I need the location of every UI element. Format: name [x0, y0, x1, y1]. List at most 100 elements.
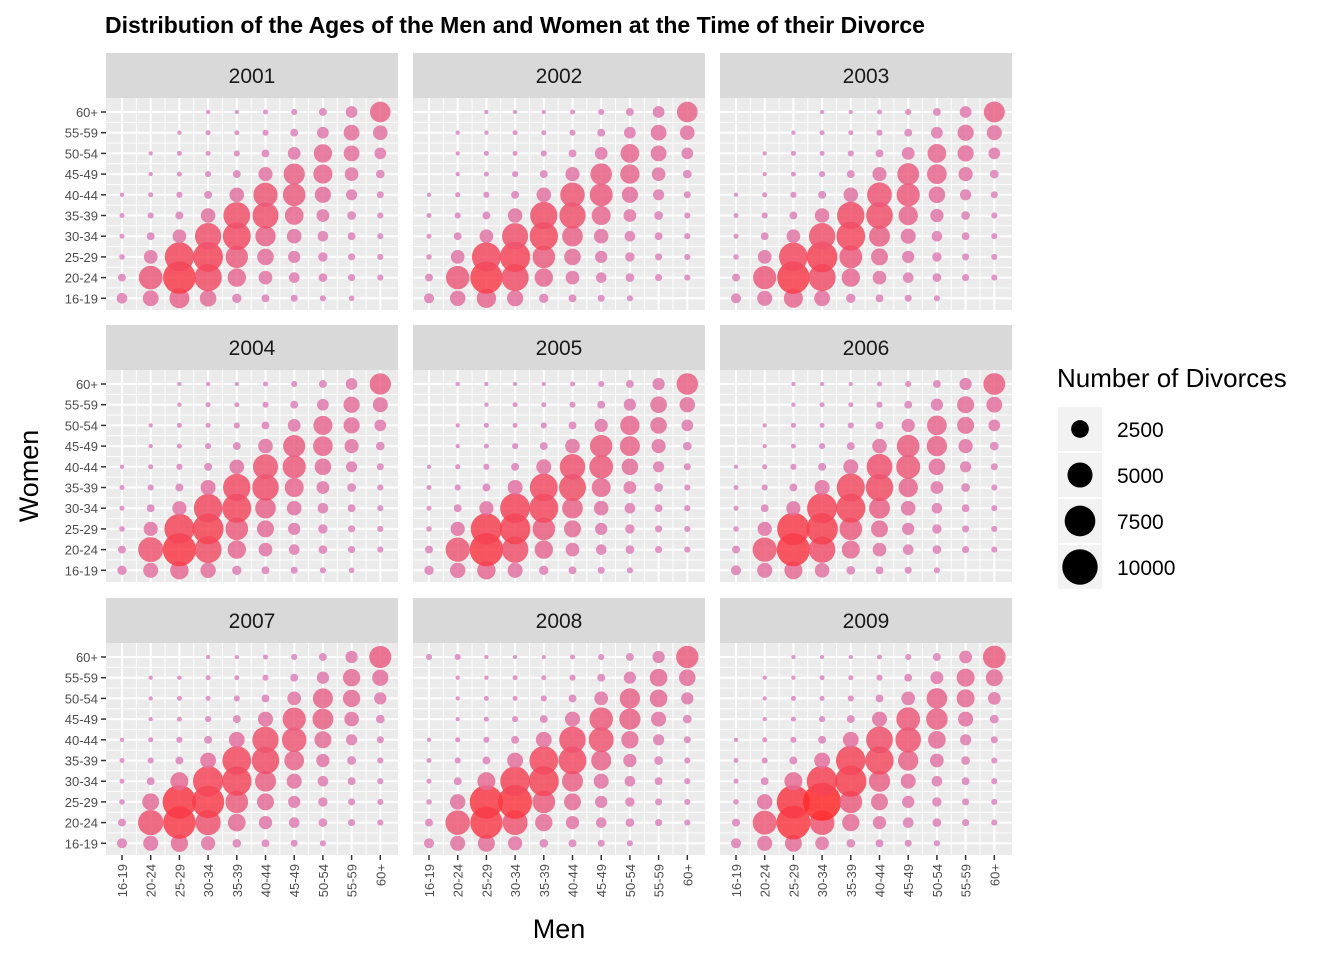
bubble-point	[512, 109, 518, 115]
bubble-point	[500, 766, 530, 797]
bubble-point	[455, 423, 460, 428]
bubble-point	[872, 815, 887, 830]
bubble-point	[257, 248, 274, 266]
bubble-point	[529, 222, 558, 251]
bubble-point	[258, 438, 273, 454]
bubble-point	[312, 688, 333, 709]
bubble-point	[176, 716, 182, 722]
facet-strip-label: 2005	[536, 337, 583, 360]
bubble-point	[784, 772, 803, 791]
bubble-point	[956, 689, 975, 708]
bubble-point	[928, 730, 946, 749]
bubble-point	[177, 381, 182, 387]
bubble-point	[232, 715, 241, 724]
bubble-point	[814, 479, 830, 496]
bubble-point	[982, 645, 1006, 669]
bubble-point	[281, 727, 307, 753]
bubble-point	[508, 836, 523, 851]
bubble-point	[258, 167, 273, 182]
bubble-point	[482, 483, 491, 492]
bubble-point	[200, 562, 216, 579]
bubble-point	[287, 147, 301, 160]
bubble-point	[684, 484, 691, 491]
bubble-point	[541, 402, 547, 408]
bubble-point	[814, 290, 831, 307]
facet-strip-label: 2002	[536, 65, 583, 88]
bubble-point	[445, 265, 470, 290]
bubble-point	[733, 484, 739, 491]
bubble-point	[652, 106, 665, 118]
facet-panel-2009: 2009	[720, 598, 1012, 855]
bubble-point	[143, 835, 159, 851]
bubble-point	[791, 381, 796, 387]
bubble-point	[455, 192, 461, 198]
bubble-point	[930, 398, 944, 411]
bubble-point	[866, 726, 893, 754]
bubble-point	[990, 463, 998, 471]
axes: 16-19 20-24 25-29 30-34 35-39 40-44 45-49 50-54…	[65, 105, 1003, 897]
bubble-point	[512, 675, 518, 681]
bubble-point	[784, 561, 803, 580]
bubble-point	[484, 675, 489, 680]
bubble-point	[222, 746, 252, 775]
bubble-point	[483, 191, 490, 198]
bubble-point	[957, 145, 974, 162]
bubble-point	[896, 707, 921, 731]
bubble-point	[261, 294, 270, 303]
bubble-point	[806, 241, 838, 273]
bubble-point	[594, 418, 608, 433]
bubble-point	[928, 186, 946, 204]
bubble-point	[791, 130, 796, 135]
bubble-point	[163, 261, 196, 294]
bubble-point	[653, 734, 665, 746]
bubble-point	[170, 561, 189, 580]
bubble-point	[790, 191, 797, 198]
y-axis-tick-label: 25-29	[65, 250, 98, 265]
bubble-point	[790, 422, 796, 428]
bubble-point	[455, 464, 461, 470]
x-axis-tick-label: 45-49	[594, 864, 609, 897]
bubble-point	[959, 650, 972, 664]
facet-panel-2005: 2005	[413, 325, 705, 582]
bubble-point	[682, 169, 692, 179]
bubble-point	[540, 422, 547, 429]
bubble-point	[314, 186, 332, 203]
bubble-point	[534, 268, 554, 287]
bubble-point	[377, 484, 384, 491]
bubble-point	[625, 108, 634, 116]
bubble-point	[896, 454, 921, 479]
bubble-point	[512, 443, 519, 450]
bubble-point	[815, 836, 829, 851]
bubble-point	[347, 756, 356, 765]
bubble-point	[846, 838, 856, 848]
bubble-point	[961, 483, 970, 492]
bubble-point	[343, 145, 360, 162]
bubble-point	[530, 201, 558, 230]
bubble-point	[317, 502, 329, 514]
x-axis-tick-label: 16-19	[729, 864, 744, 897]
bubble-point	[205, 675, 211, 681]
bubble-point	[372, 125, 388, 141]
bubble-point	[789, 756, 798, 765]
bubble-point	[818, 735, 827, 744]
x-axis-tick-label: 35-39	[844, 864, 859, 897]
bubble-point	[625, 380, 634, 388]
bubble-point	[835, 745, 866, 776]
bubble-point	[931, 775, 943, 787]
bubble-point	[562, 770, 583, 792]
bubble-point	[654, 232, 663, 241]
bubble-point	[985, 669, 1003, 687]
bubble-point	[569, 674, 576, 681]
facet-strip-background	[720, 325, 1012, 370]
bubble-point	[654, 756, 663, 765]
bubble-point	[814, 752, 831, 769]
bubble-point	[986, 396, 1003, 413]
bubble-point	[176, 463, 183, 470]
bubble-point	[262, 381, 269, 387]
bubble-point	[426, 799, 432, 805]
bubble-point	[455, 171, 460, 177]
bubble-point	[791, 675, 796, 680]
y-axis-tick-label: 30-34	[65, 774, 98, 789]
bubble-point	[819, 654, 825, 660]
